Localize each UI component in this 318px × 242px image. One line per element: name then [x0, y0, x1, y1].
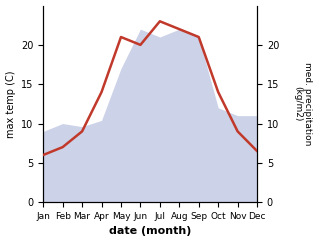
X-axis label: date (month): date (month): [109, 227, 191, 236]
Y-axis label: max temp (C): max temp (C): [5, 70, 16, 138]
Y-axis label: med. precipitation
(kg/m2): med. precipitation (kg/m2): [293, 62, 313, 145]
